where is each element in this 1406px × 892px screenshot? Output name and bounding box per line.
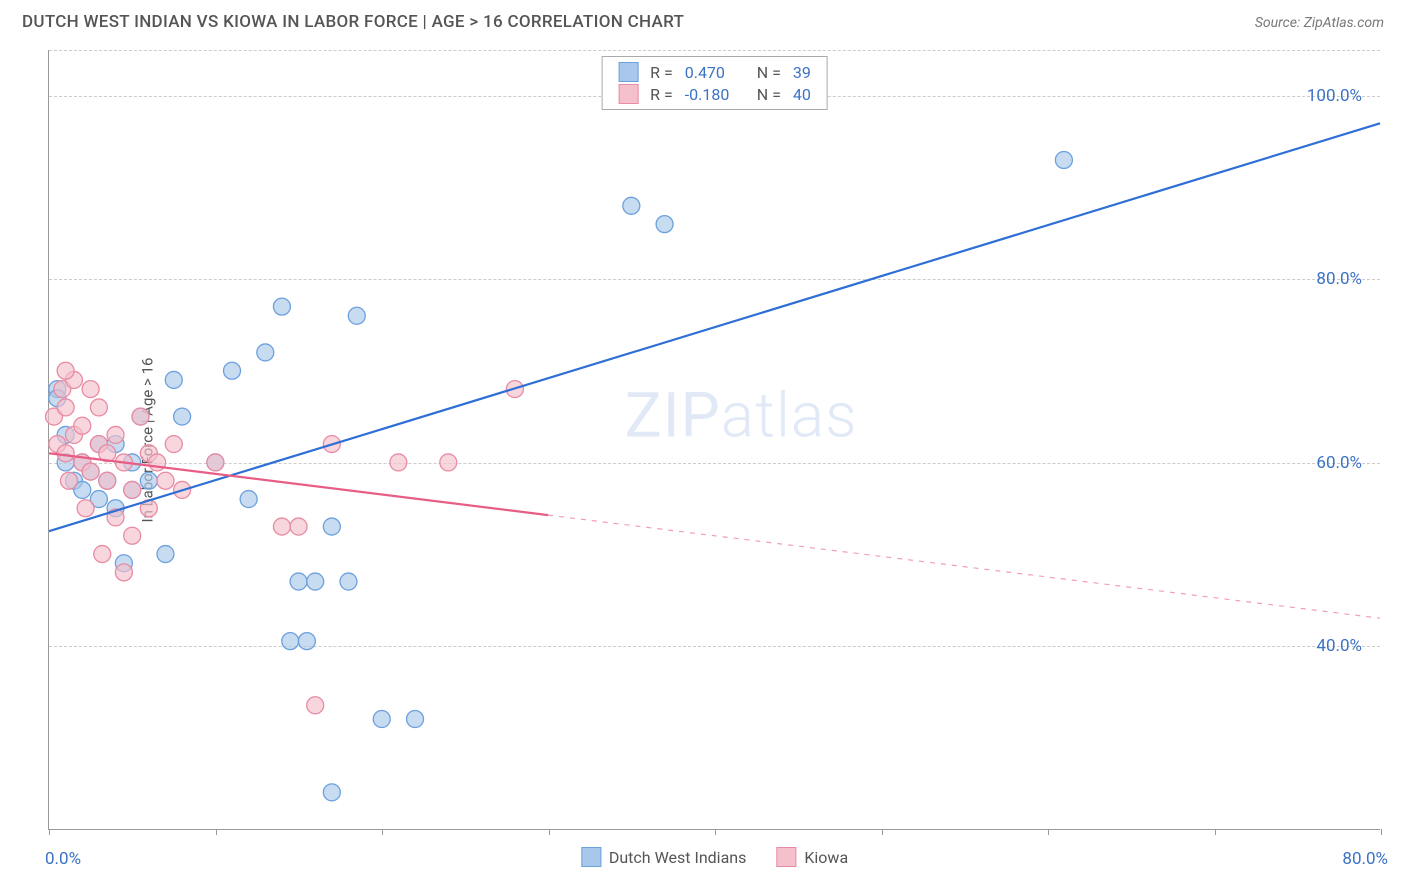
data-point	[323, 518, 340, 535]
legend-row-series-1: R = -0.180 N = 40	[618, 83, 811, 105]
legend-item-1: Kiowa	[776, 847, 848, 867]
data-point	[157, 546, 174, 563]
n-label: N =	[757, 63, 781, 82]
r-label: R =	[650, 63, 673, 82]
x-tick-mark	[715, 829, 716, 835]
data-point	[298, 633, 315, 650]
data-point	[440, 454, 457, 471]
data-point	[165, 371, 182, 388]
data-point	[115, 564, 132, 581]
x-tick-mark	[216, 829, 217, 835]
data-point	[348, 307, 365, 324]
legend-item-0: Dutch West Indians	[581, 847, 747, 867]
data-point	[132, 408, 149, 425]
regression-line-extrapolated	[548, 515, 1380, 618]
data-point	[273, 298, 290, 315]
legend-label: Dutch West Indians	[609, 848, 747, 867]
swatch-icon	[618, 84, 638, 104]
r-value: 0.470	[685, 63, 745, 82]
data-point	[107, 426, 124, 443]
data-point	[224, 362, 241, 379]
data-point	[74, 417, 91, 434]
r-value: -0.180	[685, 85, 745, 104]
x-tick-mark	[882, 829, 883, 835]
n-value: 40	[793, 85, 811, 104]
swatch-icon	[618, 62, 638, 82]
x-tick-max: 80.0%	[1342, 849, 1388, 869]
data-point	[290, 573, 307, 590]
data-point	[340, 573, 357, 590]
correlation-legend: R = 0.470 N = 39 R = -0.180 N = 40	[601, 56, 828, 110]
data-point	[407, 711, 424, 728]
x-tick-mark	[1381, 829, 1382, 835]
data-point	[82, 381, 99, 398]
swatch-icon	[581, 847, 601, 867]
chart-area: In Labor Force | Age > 16 40.0%60.0%80.0…	[48, 50, 1380, 830]
data-point	[273, 518, 290, 535]
chart-source: Source: ZipAtlas.com	[1255, 15, 1384, 31]
x-tick-mark	[1215, 829, 1216, 835]
data-point	[57, 362, 74, 379]
data-point	[57, 399, 74, 416]
chart-title: DUTCH WEST INDIAN VS KIOWA IN LABOR FORC…	[22, 12, 684, 32]
data-point	[174, 408, 191, 425]
n-label: N =	[757, 85, 781, 104]
data-point	[373, 711, 390, 728]
x-tick-mark	[549, 829, 550, 835]
data-point	[307, 697, 324, 714]
data-point	[99, 472, 116, 489]
data-point	[94, 546, 111, 563]
data-point	[390, 454, 407, 471]
data-point	[1055, 151, 1072, 168]
data-point	[323, 784, 340, 801]
data-point	[82, 463, 99, 480]
swatch-icon	[776, 847, 796, 867]
regression-line	[49, 123, 1380, 531]
x-tick-mark	[49, 829, 50, 835]
x-tick-mark	[1048, 829, 1049, 835]
data-point	[157, 472, 174, 489]
data-point	[77, 500, 94, 517]
data-point	[124, 481, 141, 498]
data-point	[282, 633, 299, 650]
data-point	[124, 527, 141, 544]
data-point	[60, 472, 77, 489]
x-tick-mark	[382, 829, 383, 835]
legend-row-series-0: R = 0.470 N = 39	[618, 61, 811, 83]
n-value: 39	[793, 63, 811, 82]
data-point	[165, 436, 182, 453]
scatter-plot	[49, 50, 1380, 829]
data-point	[257, 344, 274, 361]
data-point	[240, 491, 257, 508]
data-point	[90, 399, 107, 416]
data-point	[307, 573, 324, 590]
r-label: R =	[650, 85, 673, 104]
data-point	[207, 454, 224, 471]
data-point	[623, 197, 640, 214]
data-point	[140, 472, 157, 489]
data-point	[290, 518, 307, 535]
data-point	[57, 445, 74, 462]
x-tick-min: 0.0%	[45, 849, 81, 869]
legend-label: Kiowa	[804, 848, 848, 867]
series-legend: Dutch West Indians Kiowa	[581, 847, 848, 867]
data-point	[656, 216, 673, 233]
